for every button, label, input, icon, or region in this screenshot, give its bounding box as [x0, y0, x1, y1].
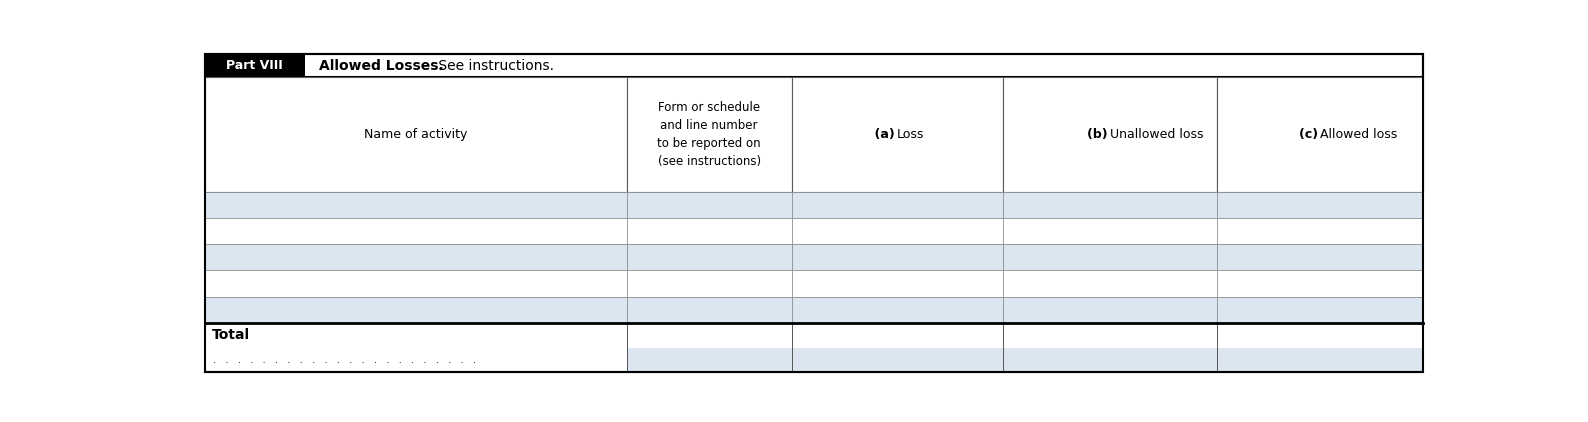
Text: .   .   .   .   .   .   .   .   .   .   .   .   .   .   .   .   .   .   .   .   : . . . . . . . . . . . . . . . . . . . . [210, 355, 481, 365]
Bar [791, 192, 1002, 218]
Bar [1002, 297, 1218, 323]
Bar [1002, 244, 1218, 271]
Bar [205, 54, 1423, 77]
Bar [1002, 192, 1218, 218]
Text: Total: Total [213, 328, 251, 342]
Bar [1218, 271, 1423, 297]
Bar [627, 323, 791, 372]
Bar [791, 271, 1002, 297]
Bar [205, 77, 1423, 192]
Bar [1218, 297, 1423, 323]
Bar [627, 218, 791, 244]
Bar [791, 244, 1002, 271]
Bar [791, 297, 1002, 323]
Bar [791, 77, 1002, 192]
Bar [1002, 77, 1218, 192]
Bar [205, 54, 305, 77]
Bar [205, 244, 627, 271]
Bar [1002, 218, 1218, 244]
Bar [627, 297, 791, 323]
Text: Loss: Loss [897, 128, 924, 141]
Text: (a): (a) [872, 128, 897, 141]
Bar [1218, 244, 1423, 271]
Text: (b): (b) [1086, 128, 1110, 141]
Bar [205, 323, 627, 372]
Bar [627, 77, 791, 192]
Bar [205, 77, 627, 192]
Bar [1218, 348, 1423, 372]
Bar [627, 192, 791, 218]
Bar [627, 271, 791, 297]
Bar [1002, 323, 1218, 372]
Bar [1218, 77, 1423, 192]
Bar [205, 218, 627, 244]
Bar [1218, 192, 1423, 218]
Bar [205, 192, 627, 218]
Bar [791, 323, 1002, 372]
Bar [205, 271, 627, 297]
Text: Form or schedule
and line number
to be reported on
(see instructions): Form or schedule and line number to be r… [657, 101, 761, 168]
Bar [1002, 348, 1218, 372]
Bar [1002, 323, 1218, 348]
Text: Part VIII: Part VIII [225, 60, 283, 73]
Bar [791, 218, 1002, 244]
Text: See instructions.: See instructions. [434, 59, 554, 73]
Text: Name of activity: Name of activity [364, 128, 467, 141]
Bar [1002, 271, 1218, 297]
Text: Allowed loss: Allowed loss [1320, 128, 1397, 141]
Bar [791, 348, 1002, 372]
Text: (c): (c) [1299, 128, 1320, 141]
Text: Unallowed loss: Unallowed loss [1110, 128, 1204, 141]
Bar [1218, 218, 1423, 244]
Bar [205, 323, 627, 372]
Bar [627, 323, 791, 348]
Bar [627, 348, 791, 372]
Bar [1218, 323, 1423, 348]
Bar [205, 297, 627, 323]
Bar [627, 244, 791, 271]
Bar [791, 323, 1002, 348]
Text: Allowed Losses.: Allowed Losses. [319, 59, 445, 73]
Bar [1218, 323, 1423, 372]
